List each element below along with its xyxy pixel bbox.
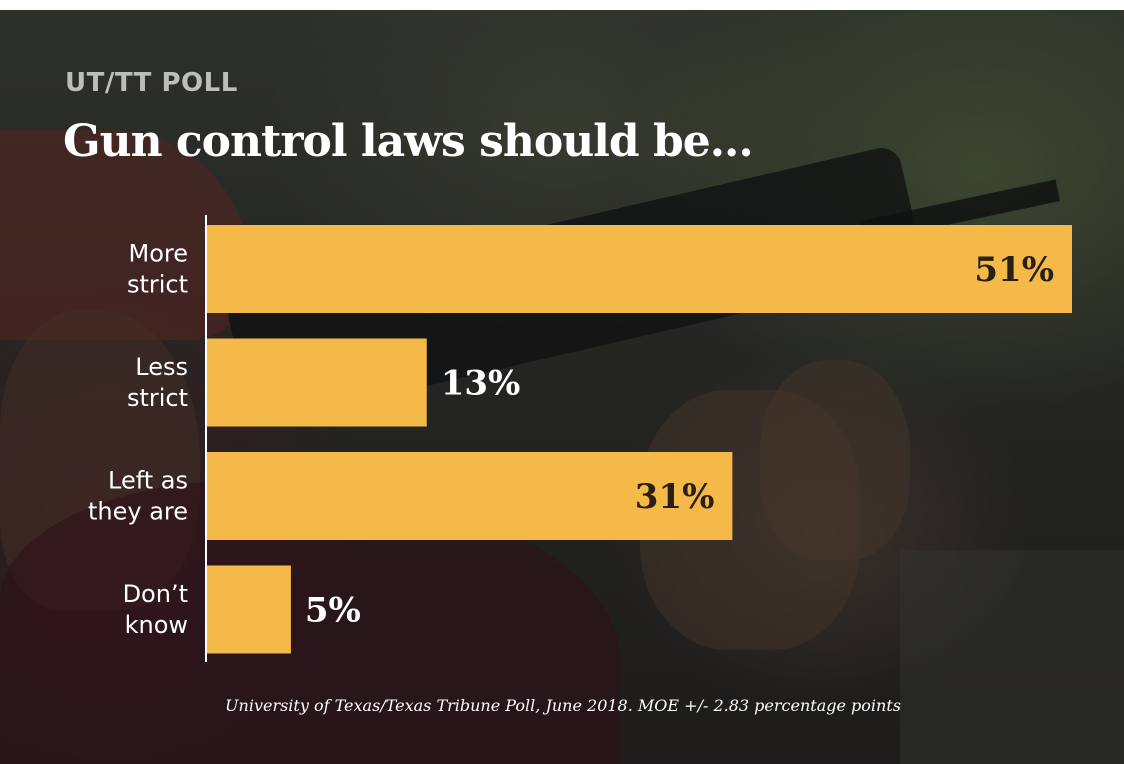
category-label-line: Don’t	[123, 580, 188, 608]
category-label-line: strict	[127, 384, 188, 412]
bar-chart: More strict 51% Less strict 13% Left as they ar…	[88, 215, 1072, 662]
bar-3	[206, 565, 291, 654]
category-label-line: Left as	[108, 467, 188, 495]
source-text: University of Texas/Texas Tribune Poll, …	[225, 696, 901, 715]
category-label-line: Less	[135, 353, 188, 381]
value-label-1: 13%	[441, 364, 521, 404]
value-label-3: 5%	[305, 591, 361, 631]
value-label-0: 51%	[974, 250, 1054, 290]
poll-kicker: UT/TT POLL	[65, 68, 238, 98]
background-photo-street	[900, 550, 1124, 764]
chart-title: Gun control laws should be...	[63, 116, 754, 167]
bar-1	[206, 338, 427, 427]
category-label-line: they are	[88, 498, 188, 526]
background-dark-overlay	[0, 10, 1124, 764]
category-label-3: Don’t know	[123, 580, 188, 639]
bar-0	[206, 225, 1072, 313]
category-label-2: Left as they are	[88, 467, 188, 526]
value-label-2: 31%	[635, 477, 715, 517]
category-label-1: Less strict	[127, 353, 188, 412]
category-label-line: strict	[127, 271, 188, 299]
category-label-0: More strict	[127, 240, 188, 299]
category-label-line: More	[129, 240, 189, 268]
background-photo-second-man	[760, 360, 910, 560]
source-footnote: University of Texas/Texas Tribune Poll, …	[0, 696, 1124, 715]
bar-2	[206, 452, 733, 540]
chart-canvas: UT/TT POLL Gun control laws should be...…	[0, 10, 1124, 764]
category-label-line: know	[125, 611, 188, 639]
